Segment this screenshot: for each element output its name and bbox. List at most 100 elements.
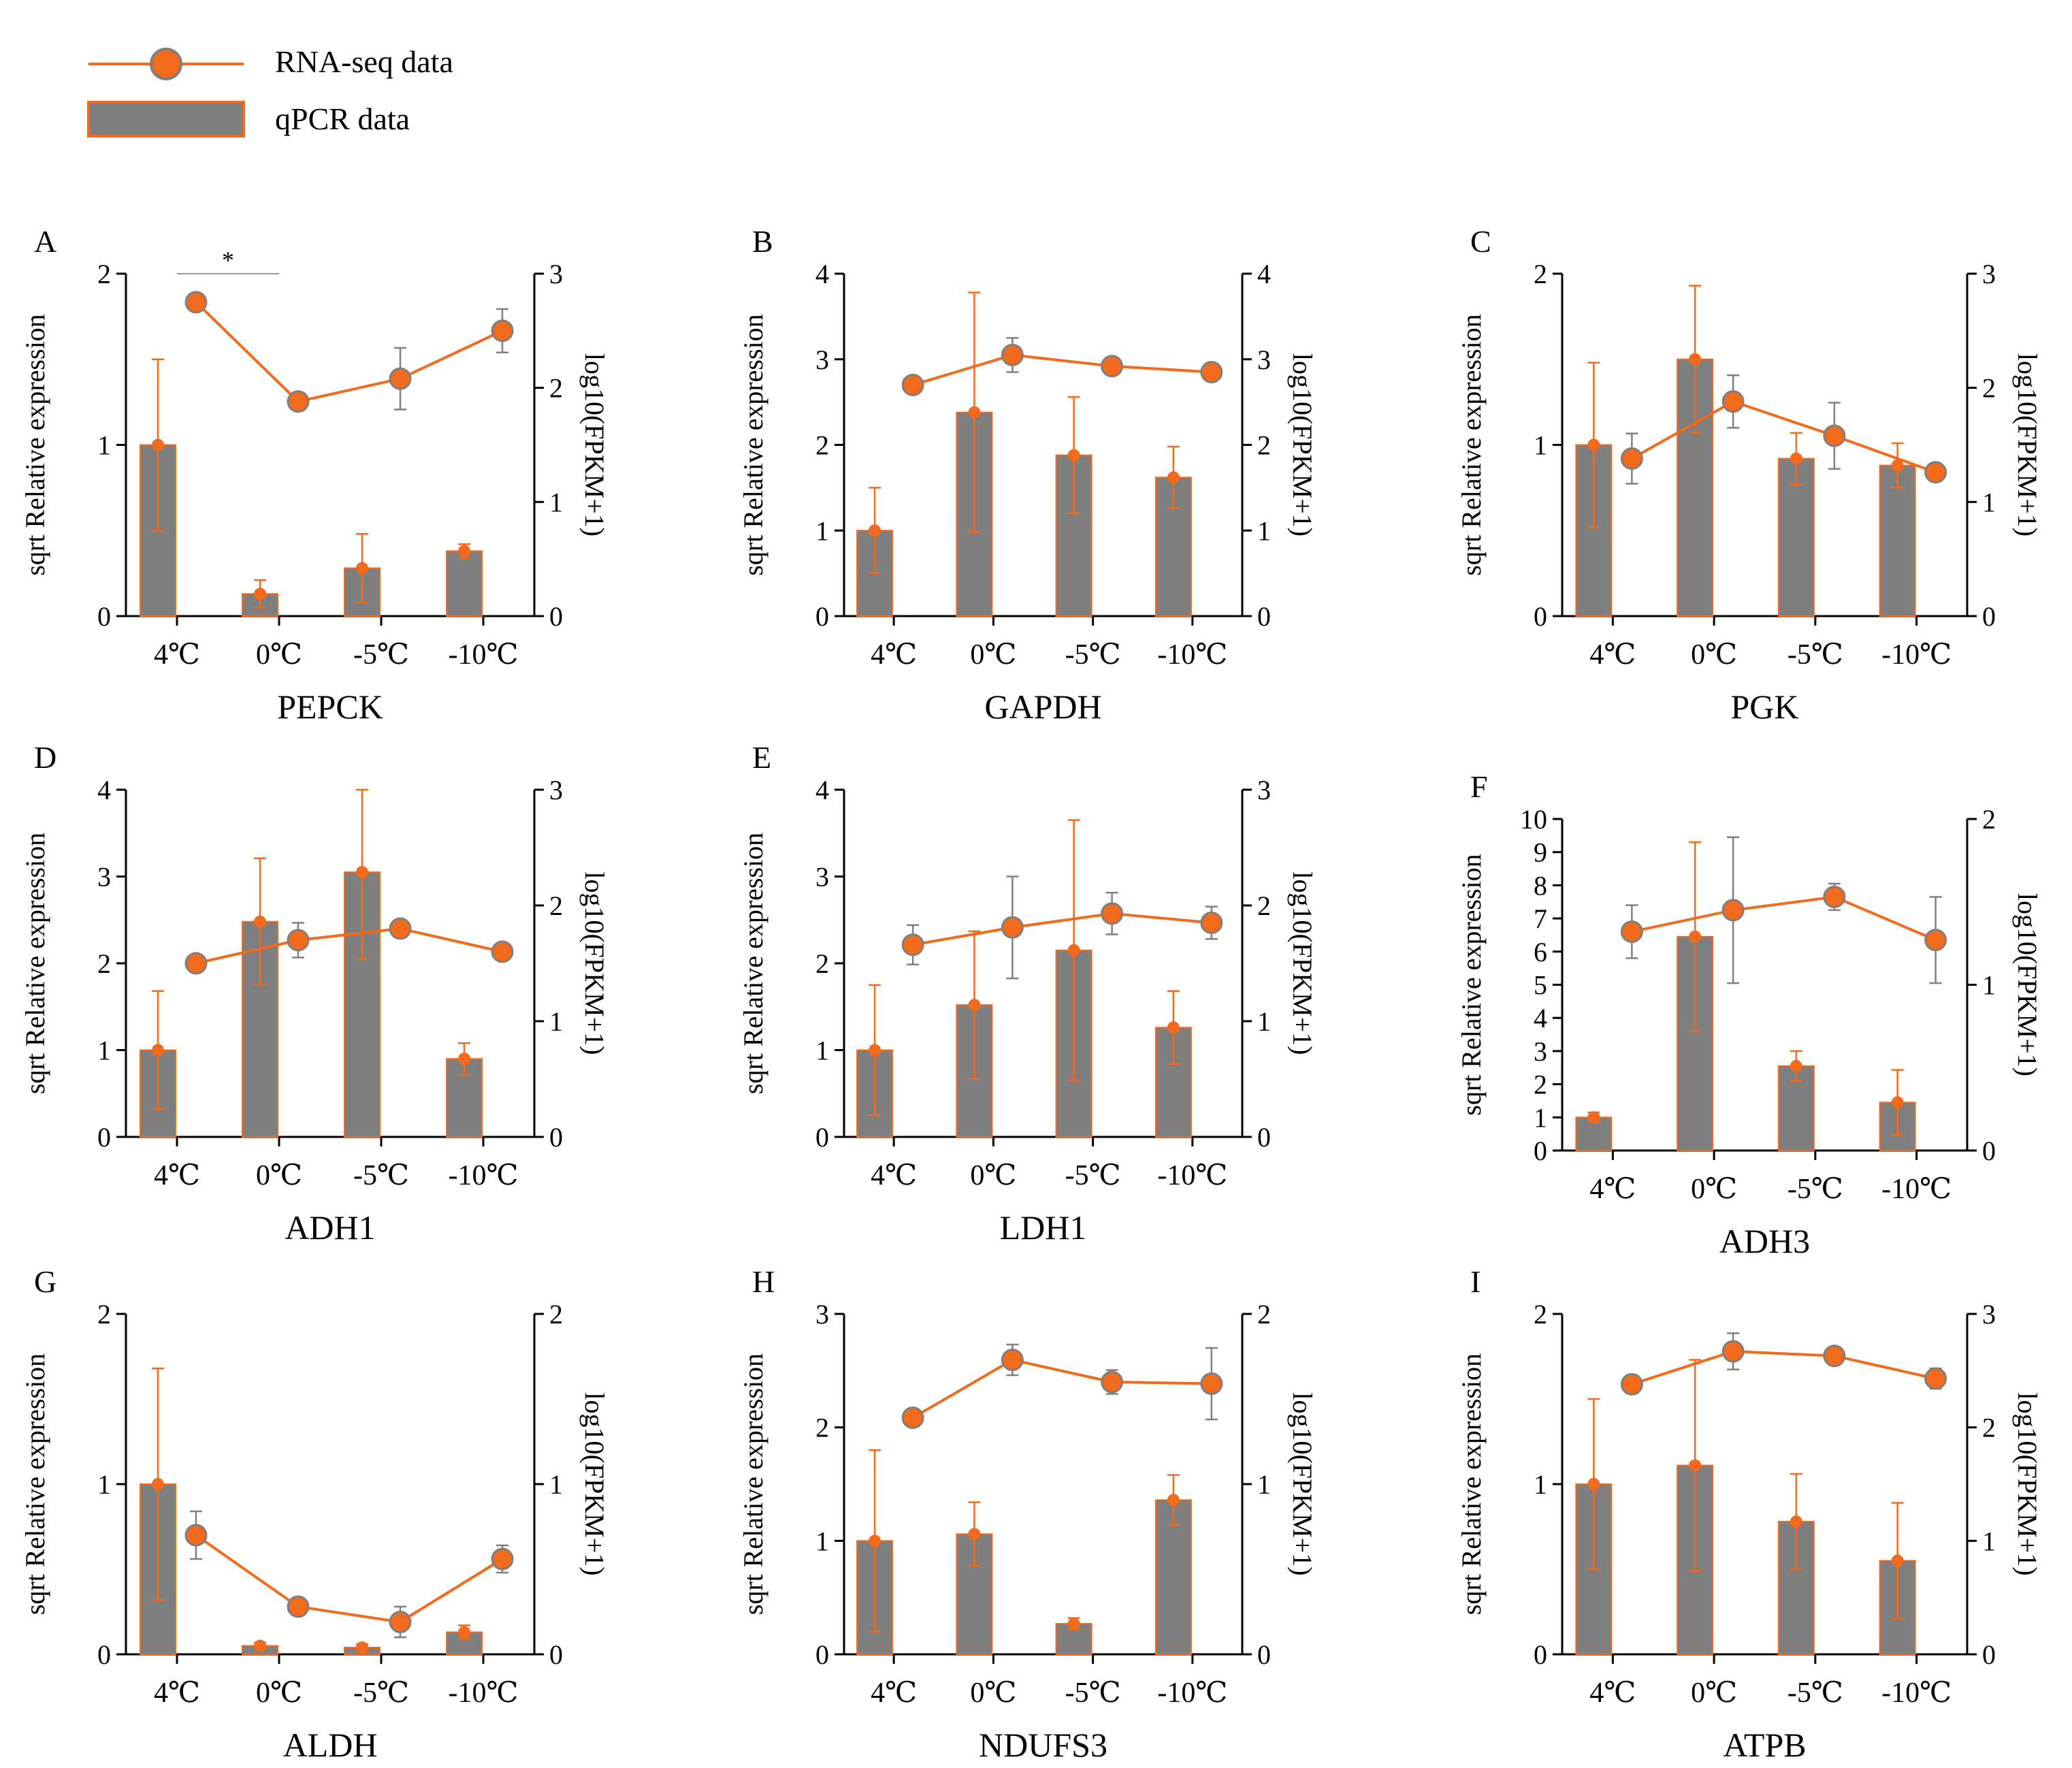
bar-marker xyxy=(1587,438,1600,451)
y2-axis-title: log10(FPKM+1) xyxy=(1287,871,1318,1055)
y2-axis-title: log10(FPKM+1) xyxy=(2012,1392,2043,1575)
right-tick-label: 0 xyxy=(1257,1122,1271,1153)
x-tick-label: -10℃ xyxy=(1881,639,1952,671)
bar xyxy=(446,550,483,617)
bar-marker xyxy=(1689,930,1702,943)
left-tick-label: 9 xyxy=(1534,837,1547,868)
rna-marker xyxy=(1001,1349,1024,1371)
y-axis-title: sqrt Relative expression xyxy=(1456,314,1487,575)
bar-marker xyxy=(458,1626,470,1639)
y-axis-title: sqrt Relative expression xyxy=(20,314,50,575)
right-tick-label: 2 xyxy=(1257,1299,1271,1330)
left-tick-label: 2 xyxy=(97,1299,111,1330)
x-tick-label: -5℃ xyxy=(1065,1160,1121,1191)
x-tick-label: -5℃ xyxy=(1065,639,1121,671)
right-tick-label: 2 xyxy=(1257,890,1271,921)
rna-marker xyxy=(1101,1370,1124,1394)
x-tick-label: 0℃ xyxy=(256,1160,302,1191)
right-tick-label: 2 xyxy=(549,890,563,921)
x-tick-label: -5℃ xyxy=(353,639,409,671)
bar-marker xyxy=(869,1534,881,1547)
gene-label: ALDH xyxy=(283,1726,378,1764)
x-tick-label: 4℃ xyxy=(871,1677,917,1709)
left-tick-label: 1 xyxy=(97,1035,111,1066)
left-tick-label: 4 xyxy=(97,775,111,805)
gene-label: LDH1 xyxy=(1000,1208,1087,1247)
rna-marker xyxy=(1924,461,1947,484)
x-tick-label: 0℃ xyxy=(970,1160,1016,1191)
right-tick-label: 2 xyxy=(549,1299,563,1330)
right-tick-label: 1 xyxy=(549,487,563,517)
x-tick-label: 0℃ xyxy=(970,1677,1016,1709)
panel-letter: F xyxy=(1470,769,1488,804)
rna-marker xyxy=(389,917,412,940)
y-axis-title: sqrt Relative expression xyxy=(738,1353,768,1615)
bar xyxy=(1575,1116,1613,1152)
rna-marker xyxy=(1721,390,1745,413)
bar-marker xyxy=(1587,1111,1600,1124)
left-tick-label: 1 xyxy=(97,430,111,461)
rna-marker xyxy=(1721,899,1745,922)
left-tick-label: 3 xyxy=(815,344,829,375)
rna-line xyxy=(1631,895,1937,942)
rna-marker xyxy=(184,291,208,314)
right-tick-label: 4 xyxy=(1257,259,1271,289)
right-tick-label: 3 xyxy=(549,775,563,805)
right-tick-label: 0 xyxy=(1982,1136,1996,1166)
panel-letter: H xyxy=(752,1264,775,1299)
x-tick-label: 4℃ xyxy=(154,639,200,671)
y-axis-title: sqrt Relative expression xyxy=(1456,1353,1487,1615)
bar-marker xyxy=(152,1044,164,1057)
panel-d: D ADH1 0 1 2 3 4 0 1 2 3 4℃ 0℃ -5℃ -10℃ sqrt Relative e… xyxy=(20,740,610,1247)
left-tick-label: 7 xyxy=(1534,903,1547,934)
legend-marker-swatch xyxy=(150,48,182,80)
bar-marker xyxy=(968,406,981,419)
y2-axis-title: log10(FPKM+1) xyxy=(579,353,610,536)
bar-marker xyxy=(869,1044,881,1057)
rna-marker xyxy=(1101,902,1124,925)
x-tick-label: -10℃ xyxy=(449,1160,519,1191)
bar-marker xyxy=(1891,1096,1904,1109)
right-tick-label: 1 xyxy=(1982,487,1996,517)
left-tick-label: 4 xyxy=(1534,1003,1547,1033)
rna-marker xyxy=(1200,1372,1223,1395)
rna-line xyxy=(912,912,1212,946)
rna-marker xyxy=(1200,912,1223,934)
left-tick-label: 0 xyxy=(1534,601,1547,632)
gene-label: ATPB xyxy=(1723,1726,1806,1764)
right-tick-label: 1 xyxy=(549,1469,563,1500)
legend-qpcr-label: qPCR data xyxy=(275,101,410,136)
bar-marker xyxy=(1891,459,1904,472)
left-tick-label: 1 xyxy=(815,1526,829,1556)
panel-letter: G xyxy=(34,1264,56,1299)
right-tick-label: 2 xyxy=(1982,1413,1996,1443)
right-tick-label: 2 xyxy=(1982,373,1996,404)
rna-marker xyxy=(184,1524,208,1547)
rna-marker xyxy=(1200,361,1223,384)
bar xyxy=(1677,935,1714,1151)
x-tick-label: -10℃ xyxy=(1157,639,1227,671)
bar-marker xyxy=(1067,944,1080,957)
rna-line xyxy=(195,301,503,403)
left-tick-label: 3 xyxy=(1534,1036,1547,1067)
bar-marker xyxy=(1790,1515,1802,1528)
bar-marker xyxy=(1790,452,1802,465)
x-tick-label: 4℃ xyxy=(1589,1174,1636,1205)
panel-e: E LDH1 0 1 2 3 4 0 1 2 3 4℃ 0℃ -5℃ -10℃ sqrt Relative e… xyxy=(738,740,1318,1247)
left-tick-label: 0 xyxy=(97,1639,111,1670)
bar-marker xyxy=(254,915,266,928)
x-tick-label: 0℃ xyxy=(256,1677,302,1709)
y-axis-title: sqrt Relative expression xyxy=(738,314,768,575)
bar-marker xyxy=(152,438,164,451)
x-tick-label: 4℃ xyxy=(154,1677,200,1709)
panel-letter: C xyxy=(1470,224,1491,259)
x-tick-label: 0℃ xyxy=(1691,639,1737,671)
bar-marker xyxy=(1167,1021,1180,1034)
left-tick-label: 4 xyxy=(815,259,829,289)
left-tick-label: 4 xyxy=(815,775,829,805)
right-tick-label: 1 xyxy=(1982,970,1996,1001)
panel-letter: B xyxy=(752,224,773,259)
gene-label: ADH3 xyxy=(1719,1222,1810,1260)
rna-marker xyxy=(491,1547,514,1571)
rna-marker xyxy=(901,1407,924,1429)
